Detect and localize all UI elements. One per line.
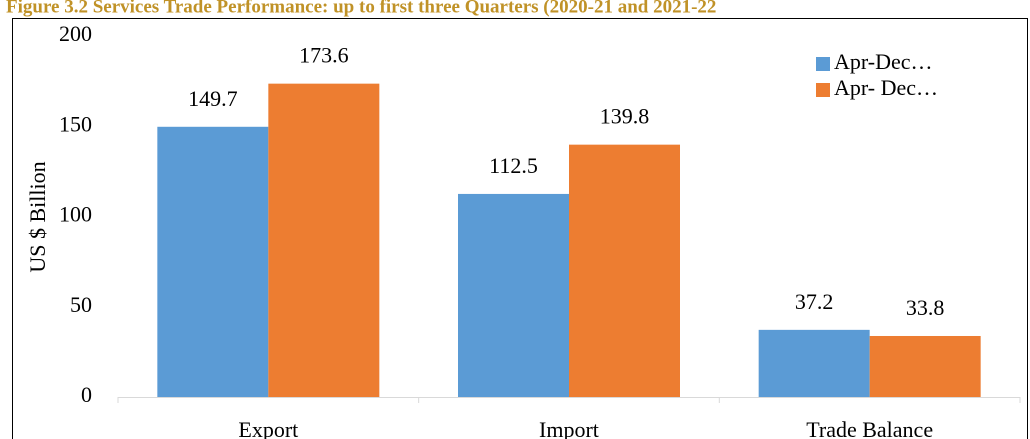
bar	[869, 335, 981, 397]
bar	[569, 144, 680, 397]
data-label: 112.5	[489, 153, 538, 178]
legend-label: Apr- Dec…	[834, 75, 938, 100]
x-tick-label: Export	[238, 417, 298, 439]
y-tick-label: 150	[59, 111, 92, 136]
legend-swatch	[816, 57, 830, 71]
legend-label: Apr-Dec…	[834, 49, 933, 74]
x-tick-label: Trade Balance	[806, 417, 933, 439]
bar	[157, 126, 269, 397]
data-label: 37.2	[795, 289, 834, 314]
y-tick-label: 0	[81, 382, 92, 407]
data-label: 33.8	[906, 295, 945, 320]
bar	[758, 329, 870, 397]
y-tick-label: 50	[70, 292, 92, 317]
legend-swatch	[816, 83, 830, 97]
data-label: 149.7	[188, 86, 238, 111]
y-axis-label: US $ Billion	[25, 161, 50, 272]
bar	[458, 193, 569, 397]
data-label: 173.6	[299, 43, 349, 68]
y-tick-label: 200	[59, 21, 92, 46]
y-tick-label: 100	[59, 202, 92, 227]
data-label: 139.8	[600, 104, 650, 129]
chart-title: Figure 3.2 Services Trade Performance: u…	[6, 0, 716, 17]
bar	[268, 83, 380, 397]
x-tick-label: Import	[539, 417, 599, 439]
